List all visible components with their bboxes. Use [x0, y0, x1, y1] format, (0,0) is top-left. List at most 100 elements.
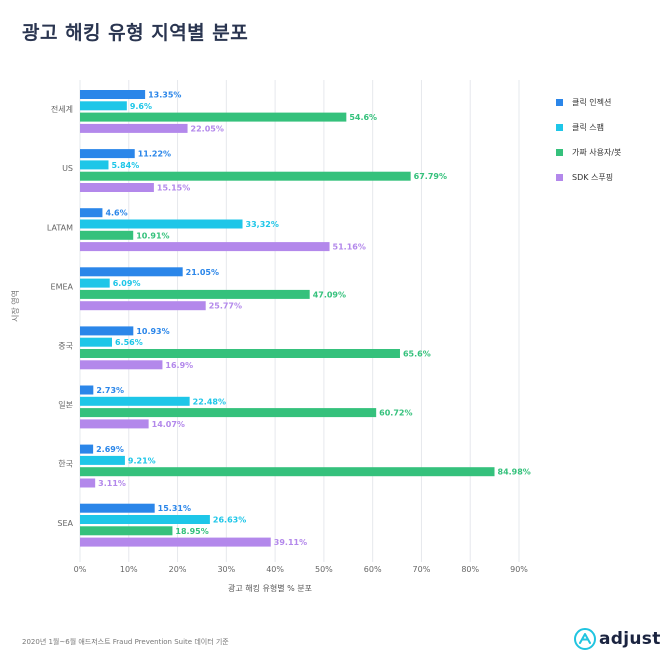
- data-label: 13.35%: [148, 91, 181, 100]
- bar: [80, 503, 155, 513]
- bar: [80, 337, 112, 347]
- grid-lines: [79, 80, 520, 562]
- data-label: 6.56%: [115, 338, 143, 347]
- data-label: 9.6%: [130, 102, 152, 111]
- data-label: 10.91%: [136, 231, 169, 240]
- bar: [80, 149, 135, 159]
- bar: [80, 349, 400, 358]
- legend-item: 클릭 스팸: [556, 115, 621, 140]
- bar: [80, 360, 163, 370]
- legend: 클릭 인젝션 클릭 스팸 가짜 사용자/봇 SDK 스푸핑: [556, 90, 621, 190]
- category-label: 전세계: [51, 104, 73, 114]
- data-label: 22.05%: [191, 124, 224, 133]
- data-label: 5.84%: [111, 161, 139, 170]
- data-label: 60.72%: [379, 409, 412, 418]
- bar: [80, 385, 94, 395]
- bar: [80, 90, 146, 99]
- data-label: 54.6%: [349, 113, 377, 122]
- data-label: 39.11%: [274, 538, 307, 547]
- data-label: 3.11%: [98, 479, 126, 488]
- legend-item: 가짜 사용자/봇: [556, 140, 621, 165]
- category-label: 일본: [58, 401, 73, 410]
- data-label: 21.05%: [186, 268, 219, 277]
- legend-swatch: [556, 149, 563, 156]
- logo-icon: [574, 628, 596, 650]
- data-label: 26.63%: [213, 516, 246, 525]
- bar: [80, 208, 103, 218]
- bar: [80, 444, 94, 454]
- data-label: 22.48%: [193, 397, 226, 406]
- x-tick-label: 20%: [169, 565, 187, 574]
- bar: [80, 171, 411, 181]
- legend-label: 가짜 사용자/봇: [572, 148, 622, 157]
- legend-item: SDK 스푸핑: [556, 165, 621, 190]
- bar: [80, 326, 134, 336]
- bar: [80, 478, 96, 488]
- x-tick-label: 10%: [120, 565, 138, 574]
- bar: [80, 219, 243, 229]
- legend-swatch: [556, 174, 563, 181]
- x-tick-label: 60%: [364, 565, 382, 574]
- legend-swatch: [556, 99, 563, 106]
- data-label: 11.22%: [138, 150, 171, 159]
- source-note: 2020년 1월~6월 애드저스트 Fraud Prevention Suite…: [22, 638, 229, 646]
- category-label: SEA: [57, 519, 73, 528]
- bar: [80, 278, 110, 288]
- data-label: 51.16%: [333, 243, 366, 252]
- data-label: 4.6%: [105, 209, 127, 218]
- bar: [80, 112, 347, 122]
- data-label: 10.93%: [136, 327, 169, 336]
- x-tick-label: 80%: [461, 565, 479, 574]
- data-label: 2.73%: [96, 386, 124, 395]
- data-label: 15.31%: [158, 504, 191, 513]
- adjust-logo: adjust: [574, 628, 661, 650]
- bar: [80, 267, 183, 277]
- bar: [80, 396, 190, 406]
- category-label: 한국: [58, 460, 73, 469]
- legend-label: SDK 스푸핑: [572, 173, 614, 182]
- x-axis-label: 광고 해킹 유형별 % 분포: [228, 584, 313, 593]
- data-label: 9.21%: [128, 456, 156, 465]
- bar: [80, 455, 125, 465]
- data-label: 67.79%: [414, 172, 447, 181]
- bar: [80, 123, 188, 133]
- bar: [80, 289, 310, 299]
- bar: [80, 467, 495, 477]
- value-labels: 13.35% 9.6% 54.6% 22.05% 11.22% 5.84% 67.79% 15…: [96, 91, 531, 548]
- data-label: 25.77%: [209, 302, 242, 311]
- x-tick-label: 40%: [266, 565, 284, 574]
- data-label: 16.9%: [165, 361, 193, 370]
- y-axis-label: 시장 영역: [11, 290, 20, 322]
- x-tick-label: 70%: [413, 565, 431, 574]
- bar: [80, 230, 134, 240]
- data-label: 2.69%: [96, 445, 124, 454]
- bar: [80, 242, 330, 252]
- chart-title: 광고 해킹 유형 지역별 분포: [22, 22, 249, 44]
- logo-text: adjust: [599, 629, 661, 649]
- bars: [80, 90, 495, 547]
- category-label: US: [62, 164, 73, 173]
- bar: [80, 537, 271, 547]
- bar: [80, 183, 154, 192]
- bar: [80, 526, 173, 536]
- bar: [80, 301, 206, 311]
- category-label: 중국: [58, 342, 73, 351]
- data-label: 47.09%: [313, 290, 346, 299]
- data-label: 14.07%: [152, 420, 185, 429]
- category-label: LATAM: [47, 223, 73, 232]
- data-label: 6.09%: [113, 279, 141, 288]
- x-tick-label: 90%: [510, 565, 528, 574]
- x-tick-label: 50%: [315, 565, 333, 574]
- x-tick-label: 0%: [74, 565, 87, 574]
- bar: [80, 419, 149, 429]
- data-label: 65.6%: [403, 350, 431, 359]
- data-label: 84.98%: [498, 468, 531, 477]
- bar: [80, 160, 109, 170]
- bar: [80, 515, 210, 524]
- category-label: EMEA: [51, 282, 74, 291]
- data-label: 18.95%: [175, 527, 208, 536]
- legend-swatch: [556, 124, 563, 131]
- legend-label: 클릭 스팸: [572, 123, 604, 132]
